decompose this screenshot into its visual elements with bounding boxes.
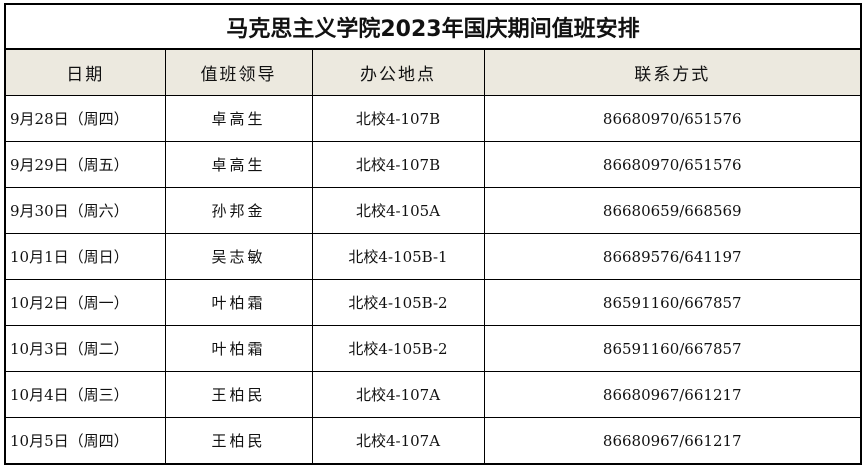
leader-cell: 孙邦金 xyxy=(164,187,313,234)
leader-cell: 吴志敏 xyxy=(164,233,313,280)
location-cell: 北校4-105B-1 xyxy=(311,233,485,280)
location-cell: 北校4-105B-2 xyxy=(311,325,485,372)
date-cell: 9月28日（周四） xyxy=(4,95,166,142)
leader-cell: 叶柏霜 xyxy=(164,325,313,372)
table-row: 10月2日（周一） 叶柏霜 北校4-105B-2 86591160/667857 xyxy=(4,279,862,326)
contact-cell: 86591160/667857 xyxy=(483,325,862,372)
leader-cell: 王柏民 xyxy=(164,417,313,465)
date-cell: 10月1日（周日） xyxy=(4,233,166,280)
header-contact: 联系方式 xyxy=(483,48,862,96)
table-row: 10月4日（周三） 王柏民 北校4-107A 86680967/661217 xyxy=(4,371,862,418)
duty-schedule-table: 马克思主义学院2023年国庆期间值班安排 日期 值班领导 办公地点 联系方式 9… xyxy=(4,3,862,465)
header-date: 日期 xyxy=(4,48,166,96)
contact-cell: 86689576/641197 xyxy=(483,233,862,280)
contact-cell: 86680970/651576 xyxy=(483,95,862,142)
table-row: 9月30日（周六） 孙邦金 北校4-105A 86680659/668569 xyxy=(4,187,862,234)
table-row: 9月29日（周五） 卓高生 北校4-107B 86680970/651576 xyxy=(4,141,862,188)
location-cell: 北校4-107B xyxy=(311,95,485,142)
leader-cell: 卓高生 xyxy=(164,141,313,188)
header-leader: 值班领导 xyxy=(164,48,313,96)
table-row: 10月3日（周二） 叶柏霜 北校4-105B-2 86591160/667857 xyxy=(4,325,862,372)
date-cell: 10月2日（周一） xyxy=(4,279,166,326)
contact-cell: 86680967/661217 xyxy=(483,371,862,418)
date-cell: 10月3日（周二） xyxy=(4,325,166,372)
table-title: 马克思主义学院2023年国庆期间值班安排 xyxy=(4,3,862,50)
leader-cell: 卓高生 xyxy=(164,95,313,142)
table-row: 10月5日（周四） 王柏民 北校4-107A 86680967/661217 xyxy=(4,417,862,465)
location-cell: 北校4-107A xyxy=(311,417,485,465)
contact-cell: 86680967/661217 xyxy=(483,417,862,465)
table-row: 9月28日（周四） 卓高生 北校4-107B 86680970/651576 xyxy=(4,95,862,142)
location-cell: 北校4-105A xyxy=(311,187,485,234)
leader-cell: 叶柏霜 xyxy=(164,279,313,326)
header-location: 办公地点 xyxy=(311,48,485,96)
date-cell: 10月4日（周三） xyxy=(4,371,166,418)
date-cell: 10月5日（周四） xyxy=(4,417,166,465)
table-row: 10月1日（周日） 吴志敏 北校4-105B-1 86689576/641197 xyxy=(4,233,862,280)
location-cell: 北校4-107B xyxy=(311,141,485,188)
contact-cell: 86591160/667857 xyxy=(483,279,862,326)
contact-cell: 86680970/651576 xyxy=(483,141,862,188)
location-cell: 北校4-105B-2 xyxy=(311,279,485,326)
leader-cell: 王柏民 xyxy=(164,371,313,418)
location-cell: 北校4-107A xyxy=(311,371,485,418)
contact-cell: 86680659/668569 xyxy=(483,187,862,234)
date-cell: 9月30日（周六） xyxy=(4,187,166,234)
date-cell: 9月29日（周五） xyxy=(4,141,166,188)
